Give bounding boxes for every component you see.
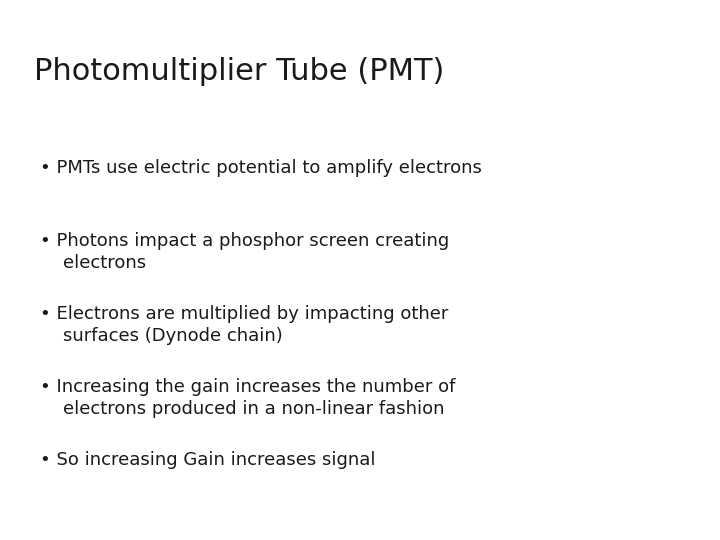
Text: • Photons impact a phosphor screen creating
    electrons: • Photons impact a phosphor screen creat… (40, 232, 449, 272)
Text: • Electrons are multiplied by impacting other
    surfaces (Dynode chain): • Electrons are multiplied by impacting … (40, 305, 448, 345)
Text: Photomultiplier Tube (PMT): Photomultiplier Tube (PMT) (34, 57, 444, 86)
Text: • Increasing the gain increases the number of
    electrons produced in a non-li: • Increasing the gain increases the numb… (40, 378, 455, 418)
Text: • PMTs use electric potential to amplify electrons: • PMTs use electric potential to amplify… (40, 159, 482, 177)
Text: • So increasing Gain increases signal: • So increasing Gain increases signal (40, 451, 375, 469)
